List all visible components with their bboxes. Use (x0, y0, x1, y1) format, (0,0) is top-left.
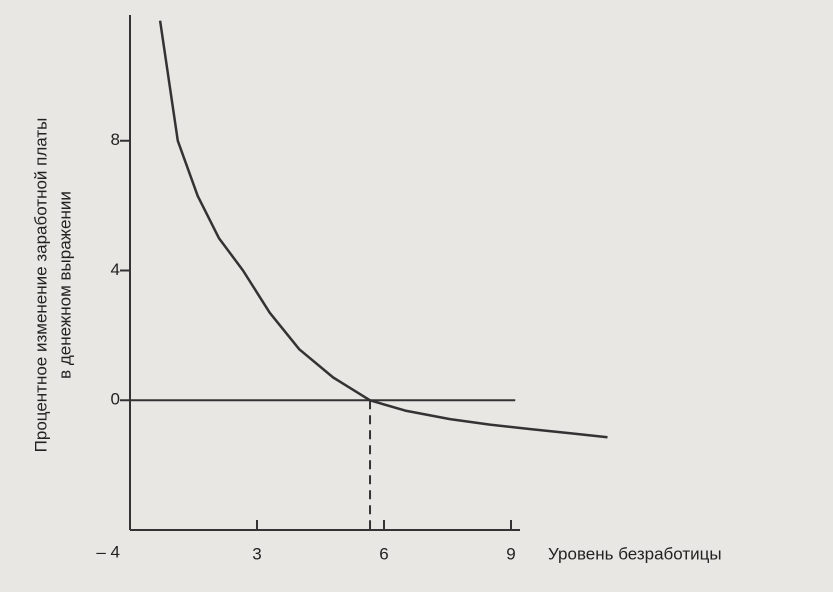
y-tick-label: – 4 (96, 542, 120, 561)
y-tick-label: 4 (111, 260, 120, 279)
y-axis-label: Процентное изменение заработной платы (31, 118, 50, 453)
x-tick-label: 6 (379, 544, 388, 563)
y-tick-label: 8 (111, 130, 120, 149)
x-tick-label: 9 (506, 544, 515, 563)
y-tick-label: 0 (111, 390, 120, 409)
x-tick-label: 3 (252, 544, 261, 563)
curve (158, 20, 608, 439)
y-axis-label: в денежном выражении (55, 191, 74, 379)
x-axis-label: Уровень безработицы (548, 544, 722, 563)
